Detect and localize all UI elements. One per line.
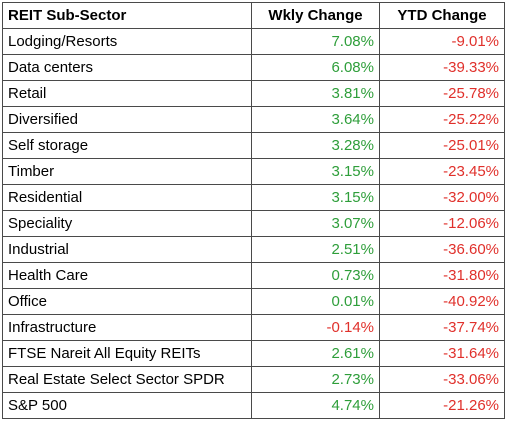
weekly-change-cell: 7.08% (251, 28, 380, 55)
table-row: Office 0.01% -40.92% (2, 288, 505, 315)
column-header-ytd: YTD Change (379, 2, 505, 29)
ytd-change-cell: -40.92% (379, 288, 505, 315)
ytd-change-cell: -9.01% (379, 28, 505, 55)
table-row: Self storage 3.28% -25.01% (2, 132, 505, 159)
sector-name-cell: Lodging/Resorts (2, 28, 252, 55)
weekly-change-cell: 3.81% (251, 80, 380, 107)
sector-name-cell: FTSE Nareit All Equity REITs (2, 340, 252, 367)
table-row: Infrastructure -0.14% -37.74% (2, 314, 505, 341)
ytd-change-cell: -12.06% (379, 210, 505, 237)
ytd-change-cell: -25.01% (379, 132, 505, 159)
header-row: REIT Sub-Sector Wkly Change YTD Change (2, 2, 505, 29)
sector-name-cell: Office (2, 288, 252, 315)
sector-name-cell: Speciality (2, 210, 252, 237)
table-row: Retail 3.81% -25.78% (2, 80, 505, 107)
weekly-change-cell: 3.28% (251, 132, 380, 159)
table-row: Data centers 6.08% -39.33% (2, 54, 505, 81)
ytd-change-cell: -32.00% (379, 184, 505, 211)
weekly-change-cell: 4.74% (251, 392, 380, 419)
sector-name-cell: Residential (2, 184, 252, 211)
weekly-change-cell: 3.15% (251, 184, 380, 211)
table-row: Health Care 0.73% -31.80% (2, 262, 505, 289)
sector-name-cell: Timber (2, 158, 252, 185)
sector-name-cell: Industrial (2, 236, 252, 263)
sector-name-cell: Self storage (2, 132, 252, 159)
table-row: Residential 3.15% -32.00% (2, 184, 505, 211)
ytd-change-cell: -33.06% (379, 366, 505, 393)
ytd-change-cell: -31.80% (379, 262, 505, 289)
weekly-change-cell: 3.15% (251, 158, 380, 185)
table-row: Real Estate Select Sector SPDR 2.73% -33.0… (2, 366, 505, 393)
table-row: Diversified 3.64% -25.22% (2, 106, 505, 133)
table-row: FTSE Nareit All Equity REITs 2.61% -31.64% (2, 340, 505, 367)
ytd-change-cell: -31.64% (379, 340, 505, 367)
column-header-weekly: Wkly Change (251, 2, 380, 29)
sector-name-cell: Health Care (2, 262, 252, 289)
weekly-change-cell: 3.64% (251, 106, 380, 133)
weekly-change-cell: 2.51% (251, 236, 380, 263)
weekly-change-cell: 0.01% (251, 288, 380, 315)
table-row: Timber 3.15% -23.45% (2, 158, 505, 185)
sector-name-cell: Real Estate Select Sector SPDR (2, 366, 252, 393)
ytd-change-cell: -39.33% (379, 54, 505, 81)
table-row: Lodging/Resorts 7.08% -9.01% (2, 28, 505, 55)
table-row: Speciality 3.07% -12.06% (2, 210, 505, 237)
sector-name-cell: Retail (2, 80, 252, 107)
weekly-change-cell: 3.07% (251, 210, 380, 237)
weekly-change-cell: 6.08% (251, 54, 380, 81)
weekly-change-cell: 2.73% (251, 366, 380, 393)
ytd-change-cell: -36.60% (379, 236, 505, 263)
ytd-change-cell: -21.26% (379, 392, 505, 419)
table-body: Lodging/Resorts 7.08% -9.01% Data centers 6.… (2, 28, 505, 419)
ytd-change-cell: -25.22% (379, 106, 505, 133)
weekly-change-cell: 2.61% (251, 340, 380, 367)
sector-name-cell: Diversified (2, 106, 252, 133)
weekly-change-cell: -0.14% (251, 314, 380, 341)
ytd-change-cell: -25.78% (379, 80, 505, 107)
sector-name-cell: Data centers (2, 54, 252, 81)
weekly-change-cell: 0.73% (251, 262, 380, 289)
ytd-change-cell: -23.45% (379, 158, 505, 185)
table-row: S&P 500 4.74% -21.26% (2, 392, 505, 419)
table-row: Industrial 2.51% -36.60% (2, 236, 505, 263)
sector-name-cell: S&P 500 (2, 392, 252, 419)
column-header-sector: REIT Sub-Sector (2, 2, 252, 29)
ytd-change-cell: -37.74% (379, 314, 505, 341)
sector-name-cell: Infrastructure (2, 314, 252, 341)
